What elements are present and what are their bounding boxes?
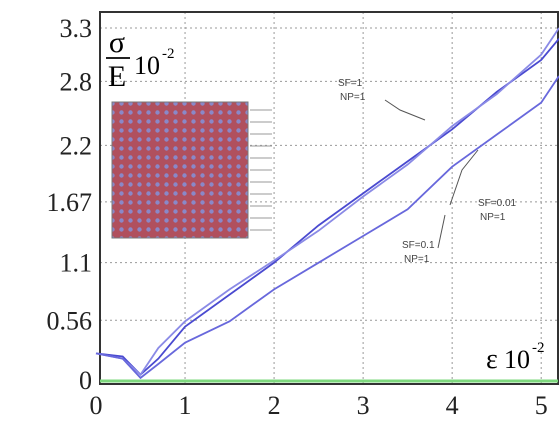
y-tick-label: 2.8 [60, 67, 93, 96]
y-tick-label: 3.3 [60, 14, 93, 43]
x-label-exponent: -2 [532, 340, 545, 356]
annotation: NP=1 [340, 92, 366, 103]
annotation: SF=0.01 [478, 198, 517, 209]
y-tick-label: 0.56 [47, 306, 93, 335]
series-line [95, 27, 559, 377]
annotation: NP=1 [480, 212, 506, 223]
annotation-leaders [384, 99, 479, 249]
y-label-numerator: σ [109, 26, 125, 59]
y-label-denominator: E [108, 60, 126, 93]
x-tick-label: 2 [268, 391, 281, 420]
y-tick-label: 1.67 [47, 188, 93, 217]
y-tick-label: 1.1 [60, 249, 93, 278]
y-tick-label: 2.2 [60, 131, 93, 160]
annotation: SF=1 [338, 78, 363, 89]
plot-frame [99, 11, 559, 385]
inset-ticks [250, 109, 272, 231]
x-label-symbol: ε [486, 344, 498, 375]
y-label-base: 10 [134, 51, 160, 80]
x-tick-label: 4 [446, 391, 459, 420]
annotation: SF=0.1 [402, 240, 435, 251]
x-tick-label: 3 [357, 391, 370, 420]
x-tick-label: 1 [179, 391, 192, 420]
y-label-exponent: -2 [162, 46, 175, 62]
series-line [95, 75, 559, 380]
x-label-base: 10 [504, 345, 530, 374]
series-line [95, 38, 559, 376]
x-tick-label: 5 [535, 391, 548, 420]
lattice-inset [111, 101, 249, 239]
y-tick-label: 0 [79, 366, 92, 395]
x-tick-label: 0 [90, 391, 103, 420]
annotation: NP=1 [404, 254, 430, 265]
